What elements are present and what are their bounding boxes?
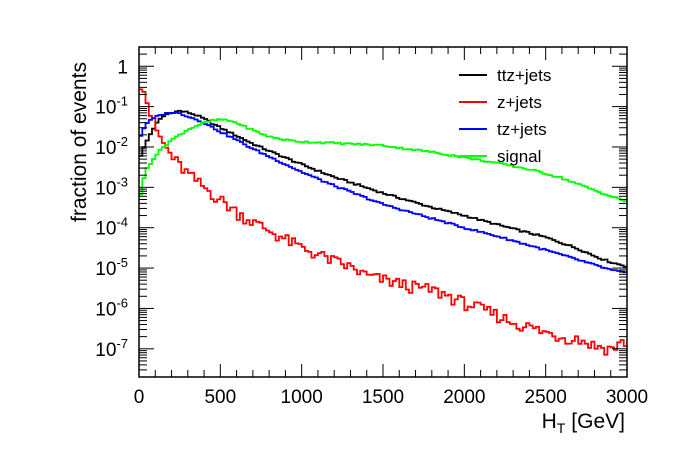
series-tz-jets-line	[139, 111, 627, 274]
x-tick-label: 1000	[281, 387, 323, 408]
labels-layer: 0 500 1000 1500 2000 2500 3000 1 10-1 10-2 10-3 10-…	[95, 57, 648, 408]
legend-label-z-jets: z+jets	[497, 93, 542, 112]
legend: ttz+jets z+jets tz+jets signal	[459, 66, 551, 166]
x-tick-label: 500	[204, 387, 236, 408]
series-signal-line	[139, 118, 627, 203]
x-tick-label: 1500	[362, 387, 404, 408]
series-z-jets-line	[139, 88, 627, 356]
x-axis-title: HT [GeV]	[542, 410, 625, 436]
y-tick-label: 1	[117, 57, 128, 78]
y-axis-title: fraction of events	[68, 62, 91, 222]
y-tick-label: 10-5	[95, 255, 128, 280]
legend-label-signal: signal	[497, 147, 541, 166]
x-tick-label: 2000	[443, 387, 485, 408]
y-tick-label: 10-3	[95, 174, 128, 199]
legend-label-tz-jets: tz+jets	[497, 120, 547, 139]
x-axis-title-unit: [GeV]	[571, 410, 625, 433]
y-tick-label: 10-6	[95, 295, 128, 320]
x-tick-label: 0	[134, 387, 145, 408]
y-tick-label: 10-7	[95, 336, 128, 361]
ticks-layer	[138, 46, 628, 378]
y-tick-label: 10-2	[95, 134, 128, 159]
x-tick-label: 2500	[525, 387, 567, 408]
y-tick-label: 10-4	[95, 215, 128, 240]
legend-label-ttz-jets: ttz+jets	[497, 66, 551, 85]
y-tick-label: 10-1	[95, 94, 128, 119]
plot-frame	[138, 46, 628, 378]
series-layer	[139, 88, 627, 356]
x-tick-label: 3000	[606, 387, 648, 408]
x-axis-title-main: H	[542, 410, 557, 433]
x-axis-title-sub: T	[557, 420, 566, 436]
series-ttz-jets-line	[139, 109, 627, 268]
